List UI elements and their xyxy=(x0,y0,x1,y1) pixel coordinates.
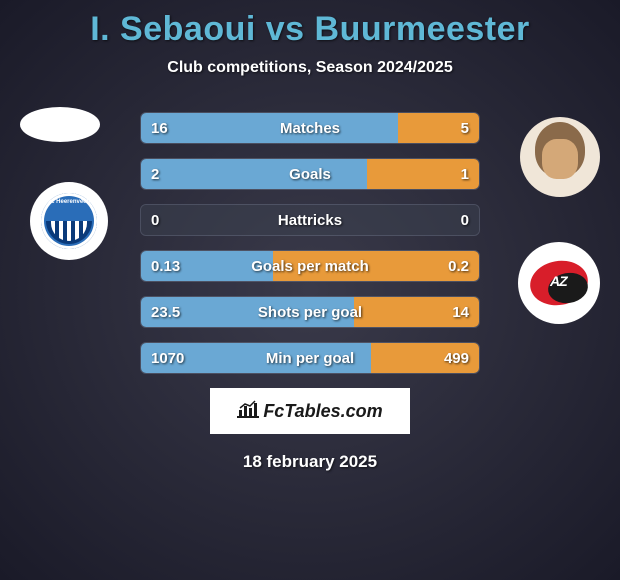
club-right-label: AZ xyxy=(550,273,567,289)
comparison-panel: sc Heerenveen AZ 16 Matches 5 2 Goals 1 … xyxy=(0,107,620,472)
stat-label: Min per goal xyxy=(141,343,479,373)
stat-value-right: 0 xyxy=(461,205,469,235)
footer-date: 18 february 2025 xyxy=(0,452,620,472)
stat-row: 1070 Min per goal 499 xyxy=(140,342,480,374)
stat-row: 0 Hattricks 0 xyxy=(140,204,480,236)
stat-label: Goals xyxy=(141,159,479,189)
stat-value-right: 1 xyxy=(461,159,469,189)
stat-row: 16 Matches 5 xyxy=(140,112,480,144)
stat-row: 0.13 Goals per match 0.2 xyxy=(140,250,480,282)
stat-label: Goals per match xyxy=(141,251,479,281)
club-left-stripes-icon xyxy=(51,221,87,241)
stat-row: 23.5 Shots per goal 14 xyxy=(140,296,480,328)
page-title: I. Sebaoui vs Buurmeester xyxy=(0,0,620,49)
stat-row: 2 Goals 1 xyxy=(140,158,480,190)
stat-label: Shots per goal xyxy=(141,297,479,327)
page-subtitle: Club competitions, Season 2024/2025 xyxy=(0,59,620,77)
stat-label: Hattricks xyxy=(141,205,479,235)
stat-value-right: 14 xyxy=(452,297,469,327)
stat-value-right: 5 xyxy=(461,113,469,143)
club-left-label: sc Heerenveen xyxy=(41,199,97,205)
stat-label: Matches xyxy=(141,113,479,143)
stat-value-right: 499 xyxy=(444,343,469,373)
stats-list: 16 Matches 5 2 Goals 1 0 Hattricks 0 0.1… xyxy=(140,107,480,374)
club-left-badge: sc Heerenveen xyxy=(30,182,108,260)
chart-icon xyxy=(237,400,259,423)
brand-badge: FcTables.com xyxy=(210,388,410,434)
brand-label: FcTables.com xyxy=(263,401,382,422)
stat-value-right: 0.2 xyxy=(448,251,469,281)
player-right-avatar xyxy=(520,117,600,197)
player-left-avatar xyxy=(20,107,100,142)
club-right-badge: AZ xyxy=(518,242,600,324)
